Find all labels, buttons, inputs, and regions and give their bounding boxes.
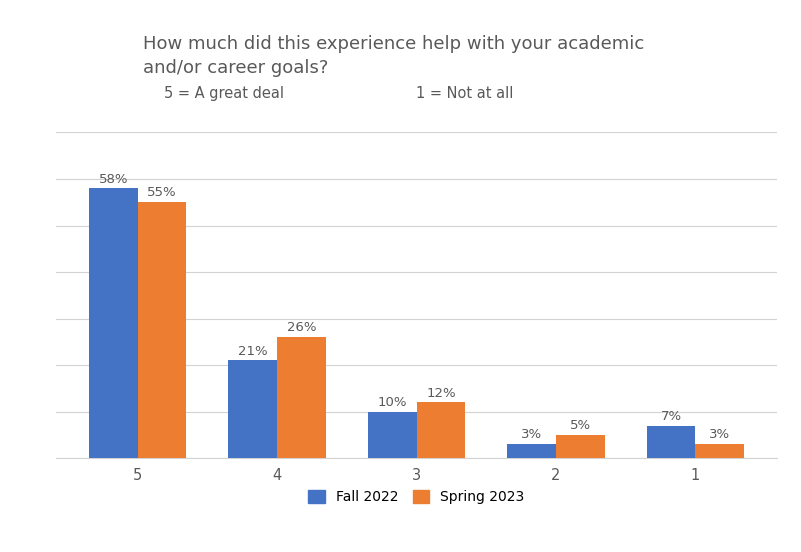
Bar — [556, 435, 605, 458]
Bar — [507, 444, 556, 458]
Text: 58%: 58% — [99, 173, 128, 185]
Text: 55%: 55% — [147, 187, 177, 199]
Text: 12%: 12% — [426, 386, 456, 400]
Text: 26%: 26% — [287, 321, 316, 335]
Text: 5%: 5% — [570, 419, 591, 432]
Text: 3%: 3% — [521, 428, 542, 442]
Text: 10%: 10% — [377, 396, 407, 409]
Bar — [695, 444, 744, 458]
Bar — [89, 188, 138, 458]
Text: How much did this experience help with your academic
and/or career goals?: How much did this experience help with y… — [143, 35, 644, 77]
Bar — [228, 360, 277, 458]
Text: 1 = Not at all: 1 = Not at all — [416, 86, 513, 100]
Bar — [138, 202, 187, 458]
Text: 5 = A great deal: 5 = A great deal — [164, 86, 284, 100]
Text: 21%: 21% — [238, 344, 268, 358]
Text: 7%: 7% — [661, 410, 682, 423]
Bar — [368, 412, 417, 458]
Bar — [646, 426, 695, 458]
Bar — [277, 337, 326, 458]
Legend: Fall 2022, Spring 2023: Fall 2022, Spring 2023 — [303, 485, 530, 510]
Bar — [417, 402, 465, 458]
Text: 3%: 3% — [709, 428, 731, 442]
